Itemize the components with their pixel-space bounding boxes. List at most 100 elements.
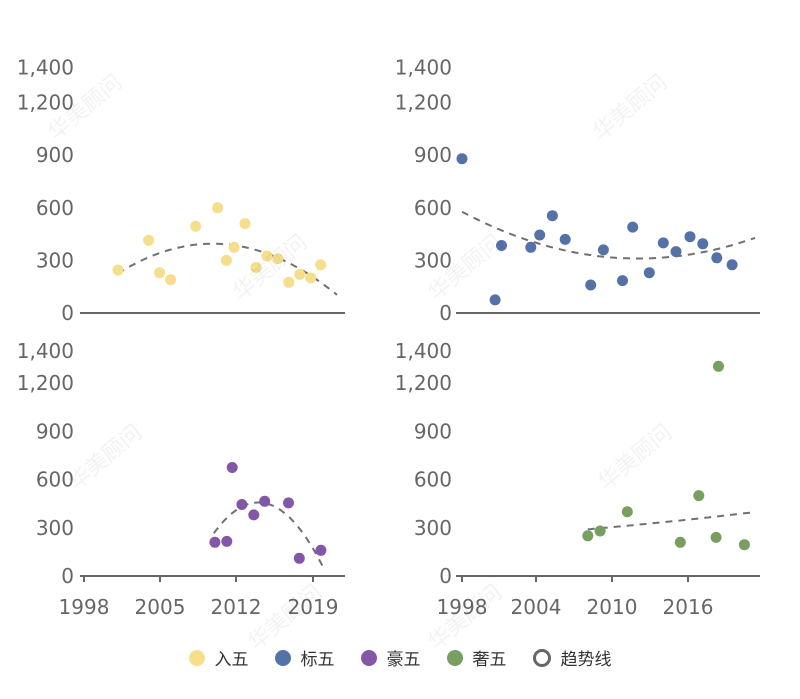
data-point (670, 246, 682, 258)
legend-item-upscale-five[interactable]: 奢五 (446, 645, 507, 670)
x-tick-label: 2010 (587, 595, 638, 619)
trendline-ring-icon (532, 648, 551, 667)
legend-label: 趋势线 (560, 650, 612, 670)
data-point (713, 360, 724, 372)
legend-item-standard-five[interactable]: 标五 (274, 645, 335, 670)
data-point (248, 509, 260, 521)
data-point (617, 275, 628, 287)
data-point (674, 536, 686, 548)
legend-swatch (188, 649, 205, 666)
data-point (559, 233, 571, 245)
data-point (546, 210, 558, 222)
y-tick-label: 900 (36, 143, 74, 167)
trend-line (461, 210, 756, 260)
data-point (154, 267, 166, 279)
y-tick-label: 300 (414, 516, 452, 540)
legend-swatch (446, 649, 463, 666)
legend-label: 豪五 (386, 650, 421, 670)
x-tick-label: 2005 (135, 595, 186, 619)
data-point (594, 525, 606, 537)
data-point (294, 268, 306, 280)
data-point (489, 294, 501, 306)
data-point (738, 539, 750, 551)
trend-line (117, 242, 338, 296)
data-point (112, 264, 124, 276)
y-tick-label: 900 (36, 419, 74, 443)
data-point (293, 552, 305, 564)
data-point (221, 535, 233, 547)
y-tick-label: 1,400 (17, 56, 74, 80)
data-point (585, 279, 597, 291)
y-tick-label: 900 (414, 419, 452, 443)
y-tick-label: 1,400 (395, 339, 452, 363)
trend-line (587, 511, 756, 531)
data-point (236, 499, 248, 510)
data-point (220, 254, 232, 266)
y-tick-label: 0 (61, 564, 74, 588)
y-tick-label: 1,200 (17, 91, 74, 115)
y-tick-label: 900 (414, 143, 452, 167)
data-point (283, 497, 294, 509)
y-tick-label: 1,200 (395, 91, 452, 115)
legend-item-trendline[interactable]: 趋势线 (532, 645, 612, 670)
data-point (711, 252, 723, 264)
x-tick-label: 2004 (511, 595, 562, 619)
data-point (710, 531, 722, 543)
y-tick-label: 0 (439, 564, 452, 588)
data-point (165, 274, 177, 286)
legend-label: 入五 (214, 650, 249, 670)
y-tick-label: 300 (414, 248, 452, 272)
x-tick-label: 1998 (59, 595, 110, 619)
data-point (621, 506, 633, 518)
data-point (582, 530, 594, 542)
data-point (684, 231, 696, 243)
data-point (693, 490, 705, 502)
data-point (657, 237, 669, 249)
y-tick-label: 1,200 (395, 371, 452, 395)
legend-label: 标五 (300, 650, 335, 670)
y-tick-label: 1,400 (17, 339, 74, 363)
trend-line (212, 501, 324, 568)
y-tick-label: 600 (414, 196, 452, 220)
data-point (228, 241, 240, 253)
x-tick-label: 2012 (211, 595, 262, 619)
data-point (226, 462, 238, 473)
data-point (143, 234, 155, 246)
data-point (250, 261, 262, 273)
y-tick-label: 600 (36, 468, 74, 492)
data-point (259, 495, 271, 507)
y-tick-label: 0 (439, 301, 452, 325)
y-tick-label: 600 (36, 196, 74, 220)
y-tick-label: 300 (36, 248, 74, 272)
data-point (315, 544, 327, 556)
data-point (209, 536, 221, 548)
data-point (305, 272, 317, 284)
data-point (643, 267, 655, 279)
x-tick-label: 2019 (288, 595, 339, 619)
legend-item-luxury-five[interactable]: 豪五 (360, 645, 421, 670)
legend-swatch (274, 649, 291, 666)
data-point (272, 253, 284, 265)
data-point (315, 259, 327, 271)
data-point (261, 250, 273, 262)
data-point (627, 221, 639, 233)
x-tick-label: 2016 (663, 595, 714, 619)
y-tick-label: 1,400 (395, 56, 452, 80)
legend-label: 奢五 (472, 650, 507, 670)
data-point (726, 259, 738, 271)
x-tick-label: 1998 (437, 595, 488, 619)
data-point (525, 241, 537, 253)
data-point (534, 229, 546, 241)
data-point (190, 220, 202, 232)
data-point (239, 218, 251, 230)
legend-swatch (360, 649, 377, 666)
y-tick-label: 1,200 (17, 371, 74, 395)
chart-legend: 入五 标五 豪五 奢五 趋势线 (0, 645, 800, 670)
legend-item-entry-five[interactable]: 入五 (188, 645, 249, 670)
data-point (212, 202, 224, 214)
data-point (283, 276, 295, 288)
data-point (697, 238, 709, 250)
y-tick-label: 600 (414, 468, 452, 492)
